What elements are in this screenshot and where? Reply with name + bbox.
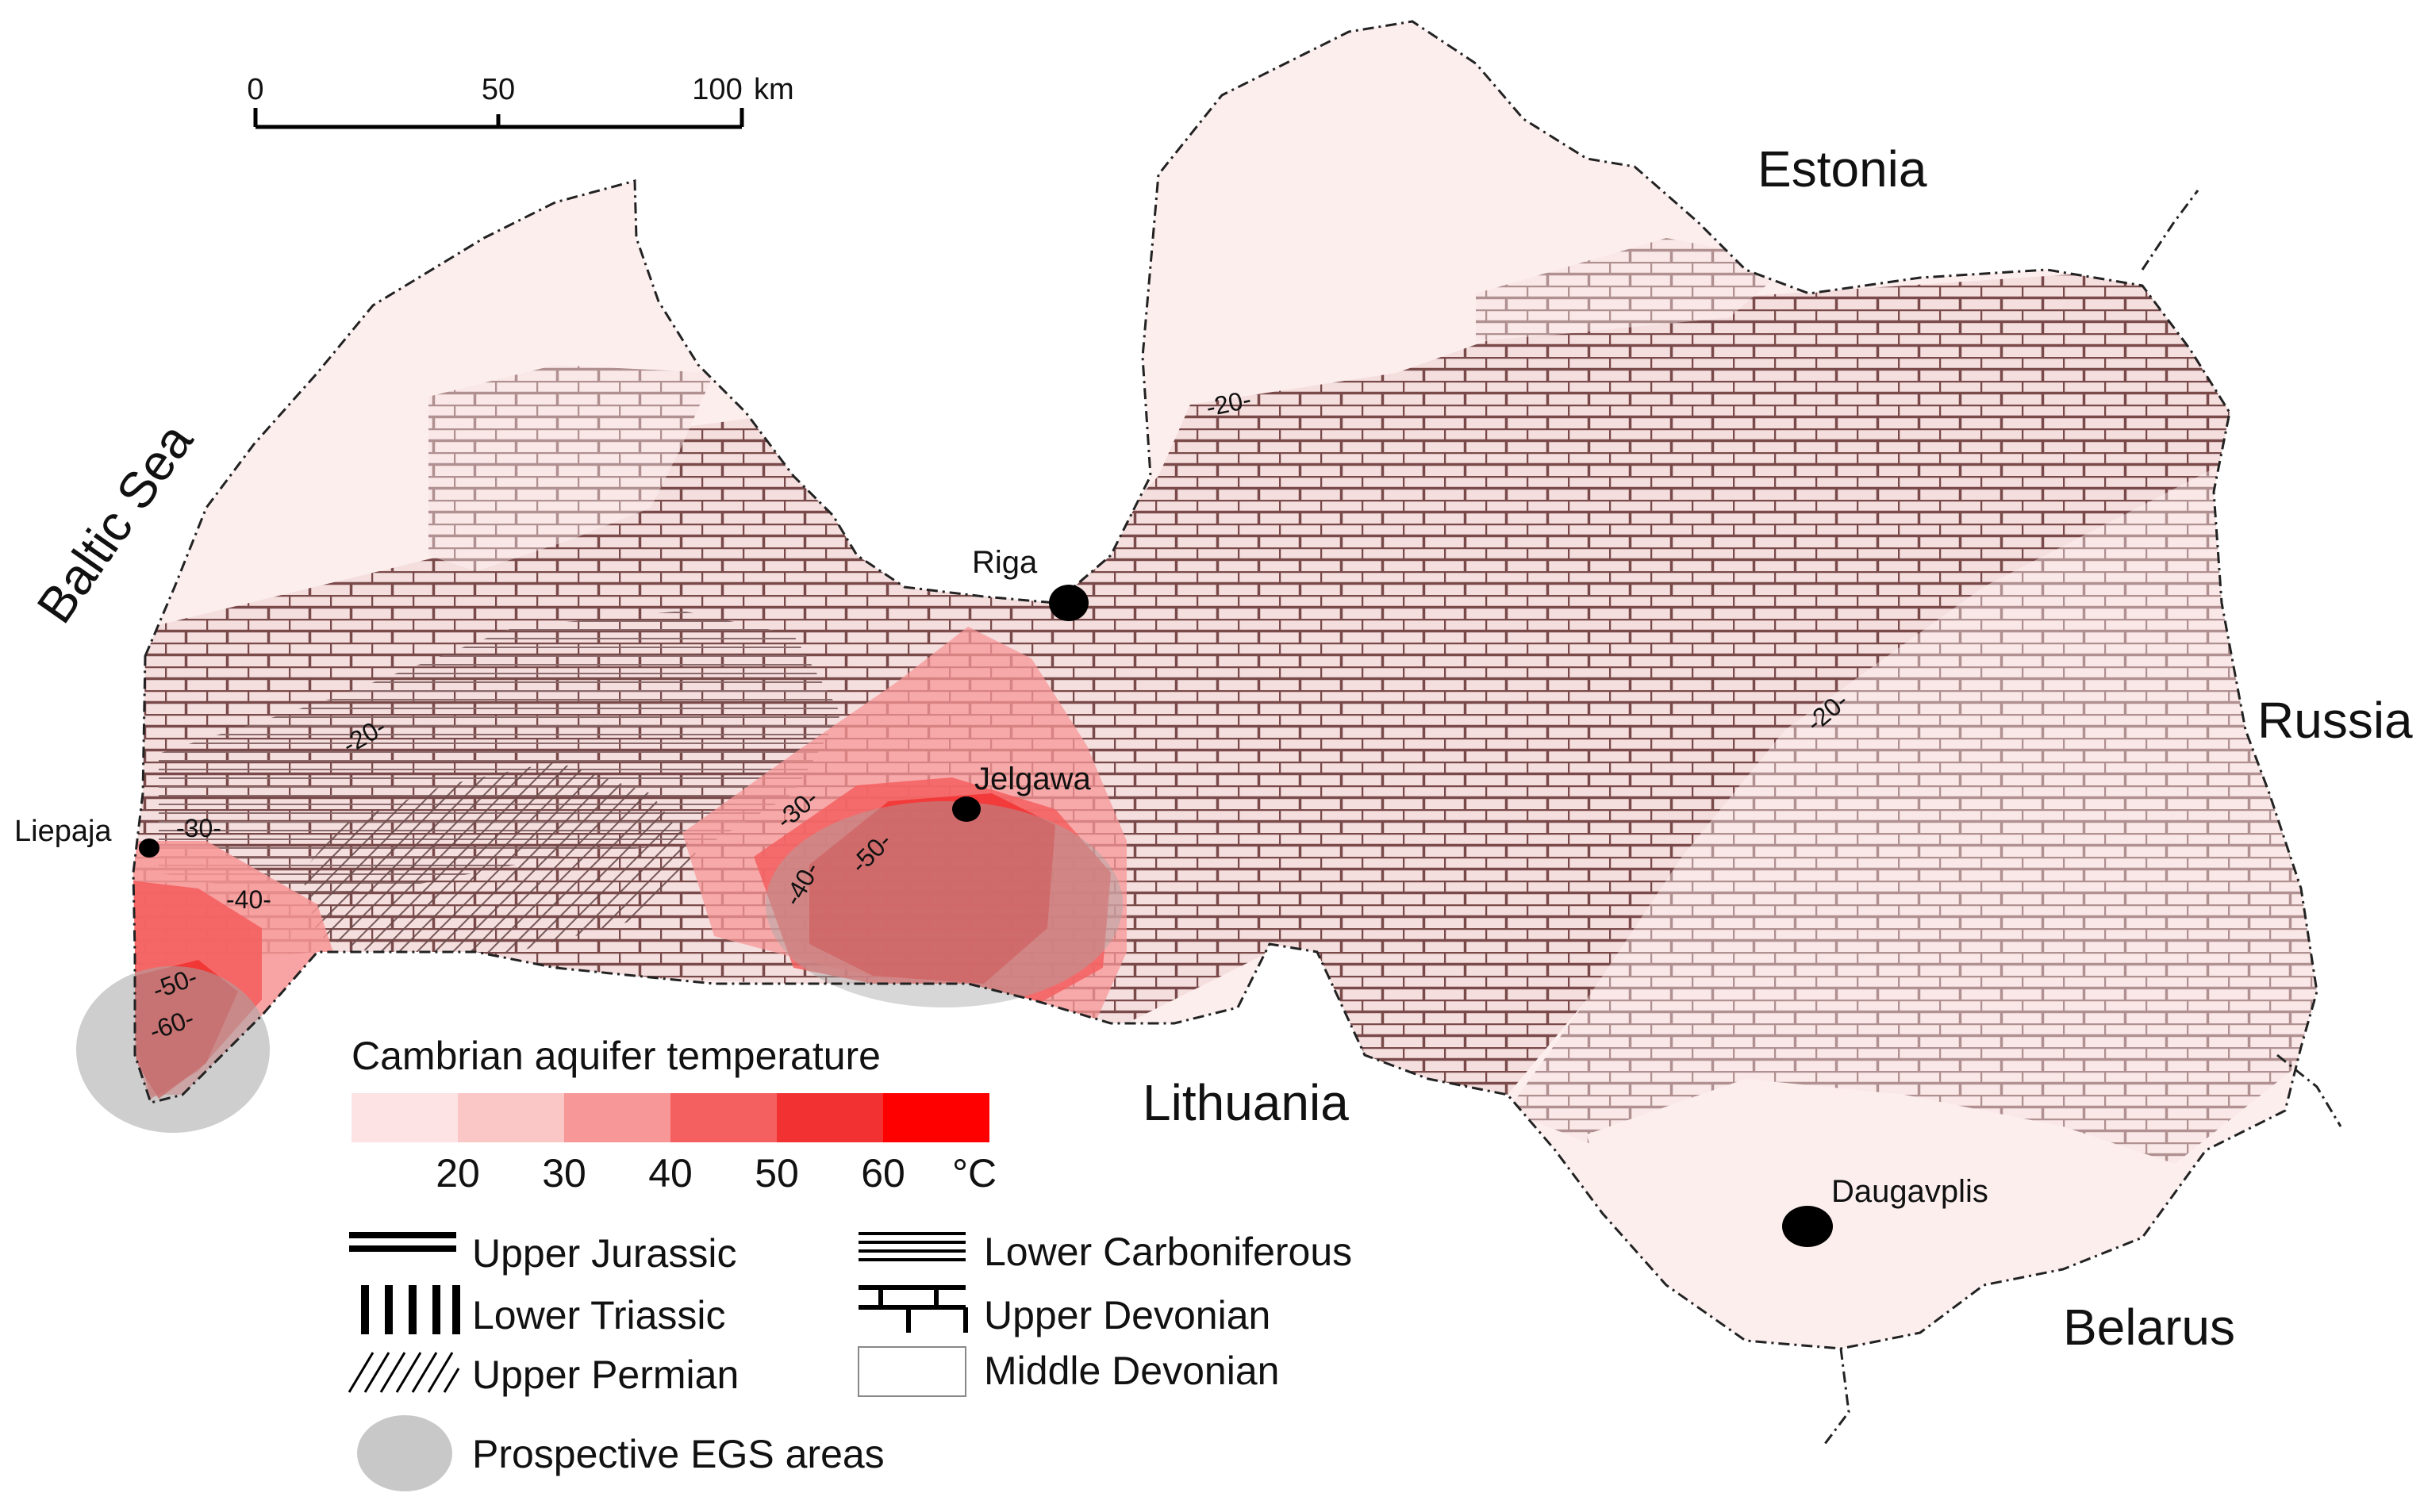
scale-bar: 0 50 100 km: [247, 73, 794, 129]
isotherm-label: -40-: [226, 885, 271, 914]
legend-middle-devonian-symbol: [858, 1346, 966, 1397]
label-lithuania: Lithuania: [1143, 1074, 1349, 1131]
legend-lower-triassic-symbol: [361, 1285, 460, 1334]
temp-swatch-6: [883, 1093, 989, 1142]
legend-middle-devonian-label: Middle Devonian: [984, 1349, 1279, 1393]
temp-tick-40: 40: [648, 1151, 693, 1195]
scale-tick-50: 50: [482, 73, 515, 106]
temperature-legend-title: Cambrian aquifer temperature: [351, 1034, 881, 1078]
border-estonia-russia: [2141, 190, 2199, 271]
legend-upper-permian-symbol: [348, 1352, 460, 1393]
egs-area-center: [766, 801, 1123, 1007]
upper-permian-zone: [302, 762, 698, 960]
border-russia-belarus: [2276, 1053, 2342, 1127]
city-marker-jelgawa: [952, 796, 981, 822]
legend-upper-devonian-symbol: [859, 1285, 968, 1333]
temperature-zone-center-50: [809, 793, 1055, 984]
temp-swatch-2: [458, 1093, 564, 1142]
temperature-legend: Cambrian aquifer temperature 20 30 40 50…: [351, 1034, 997, 1195]
city-label-daugavplis: Daugavplis: [1831, 1174, 1988, 1209]
legend-upper-devonian-label: Upper Devonian: [984, 1293, 1270, 1337]
label-russia: Russia: [2257, 692, 2413, 749]
legend-lower-carboniferous-symbol: [859, 1232, 966, 1261]
city-marker-riga: [1049, 585, 1089, 621]
temp-swatch-4: [670, 1093, 777, 1142]
temp-swatch-3: [564, 1093, 670, 1142]
legend-upper-jurassic-symbol: [349, 1232, 456, 1252]
temp-swatch-1: [351, 1093, 458, 1142]
city-marker-daugavplis: [1782, 1206, 1833, 1247]
temp-tick-50: 50: [755, 1151, 799, 1195]
legend-upper-permian-label: Upper Permian: [472, 1353, 739, 1397]
city-marker-liepaja: [139, 839, 159, 858]
temp-swatch-5: [777, 1093, 883, 1142]
city-label-riga: Riga: [972, 545, 1038, 580]
label-estonia: Estonia: [1757, 140, 1927, 198]
city-label-jelgawa: Jelgawa: [974, 762, 1092, 796]
scale-unit: km: [754, 73, 794, 106]
temp-unit: °C: [952, 1151, 997, 1195]
legend-lower-carboniferous-label: Lower Carboniferous: [984, 1230, 1352, 1274]
city-label-liepaja: Liepaja: [14, 815, 112, 848]
legend-egs-symbol: [357, 1415, 452, 1491]
label-belarus: Belarus: [2063, 1299, 2235, 1356]
scale-tick-100: 100: [692, 73, 742, 106]
legend-upper-jurassic-label: Upper Jurassic: [472, 1231, 736, 1276]
scale-tick-0: 0: [247, 73, 263, 106]
isotherm-label: -30-: [176, 814, 221, 842]
legend-egs-label: Prospective EGS areas: [472, 1432, 885, 1476]
egs-area-west: [76, 966, 270, 1133]
temp-tick-30: 30: [542, 1151, 586, 1195]
temp-tick-60: 60: [861, 1151, 905, 1195]
temp-tick-20: 20: [436, 1151, 480, 1195]
legend-lower-triassic-label: Lower Triassic: [472, 1293, 726, 1337]
geology-legend: Upper Jurassic Lower Triassic Upper Perm…: [348, 1230, 1352, 1491]
border-lithuania-belarus: [1823, 1348, 1850, 1445]
